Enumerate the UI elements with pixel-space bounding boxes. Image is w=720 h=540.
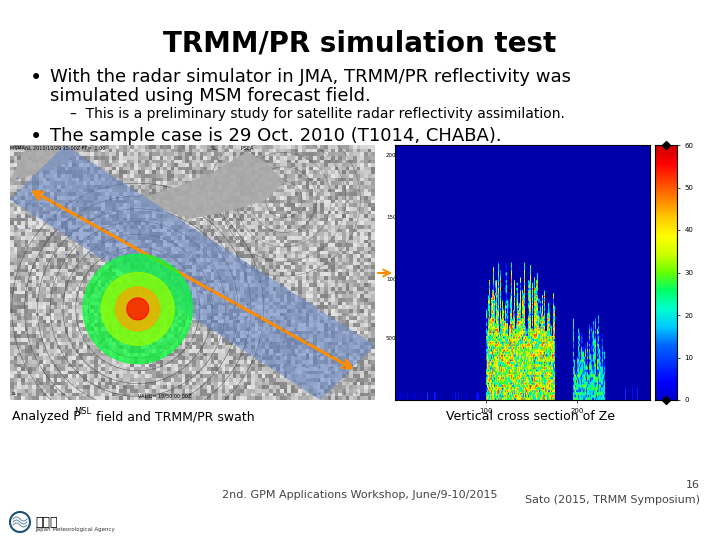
Polygon shape: [10, 145, 375, 400]
Text: SL: SL: [12, 393, 17, 396]
Text: The sample case is 29 Oct. 2010 (T1014, CHABA).: The sample case is 29 Oct. 2010 (T1014, …: [50, 127, 502, 145]
Polygon shape: [138, 152, 284, 218]
Circle shape: [83, 254, 192, 363]
Polygon shape: [10, 145, 83, 181]
Text: VALID= 10/30 00:00Z: VALID= 10/30 00:00Z: [138, 393, 191, 398]
Text: 16: 16: [686, 480, 700, 490]
Circle shape: [127, 298, 149, 320]
Text: 15000: 15000: [386, 215, 403, 220]
Text: 20000: 20000: [386, 153, 403, 158]
Text: MSL: MSL: [74, 407, 91, 416]
Text: With the radar simulator in JMA, TRMM/PR reflectivity was: With the radar simulator in JMA, TRMM/PR…: [50, 68, 571, 86]
Text: 5000: 5000: [386, 335, 400, 341]
Text: Vertical cross section of Ze: Vertical cross section of Ze: [446, 410, 614, 423]
Text: simulated using MSM forecast field.: simulated using MSM forecast field.: [50, 87, 371, 105]
Circle shape: [116, 287, 160, 331]
Text: •: •: [30, 127, 42, 147]
Text: field and TRMM/PR swath: field and TRMM/PR swath: [92, 410, 255, 423]
Text: MSMANL 2010/10/29 15:00Z FT=  0:00: MSMANL 2010/10/29 15:00Z FT= 0:00: [10, 146, 106, 151]
Text: –  This is a preliminary study for satellite radar reflectivity assimilation.: – This is a preliminary study for satell…: [70, 107, 565, 121]
Text: Sato (2015, TRMM Symposium): Sato (2015, TRMM Symposium): [525, 495, 700, 505]
Text: 2nd. GPM Applications Workshop, June/9-10/2015: 2nd. GPM Applications Workshop, June/9-1…: [222, 490, 498, 500]
Text: Analyzed P: Analyzed P: [12, 410, 81, 423]
Text: SL                PSEA: SL PSEA: [211, 146, 253, 151]
Text: 気象厅: 気象厅: [35, 516, 58, 529]
Circle shape: [102, 273, 174, 346]
Text: Japan Meteorological Agency: Japan Meteorological Agency: [35, 527, 114, 532]
Text: •: •: [30, 68, 42, 88]
Text: 10000: 10000: [386, 277, 403, 282]
Text: TRMM/PR simulation test: TRMM/PR simulation test: [163, 30, 557, 58]
